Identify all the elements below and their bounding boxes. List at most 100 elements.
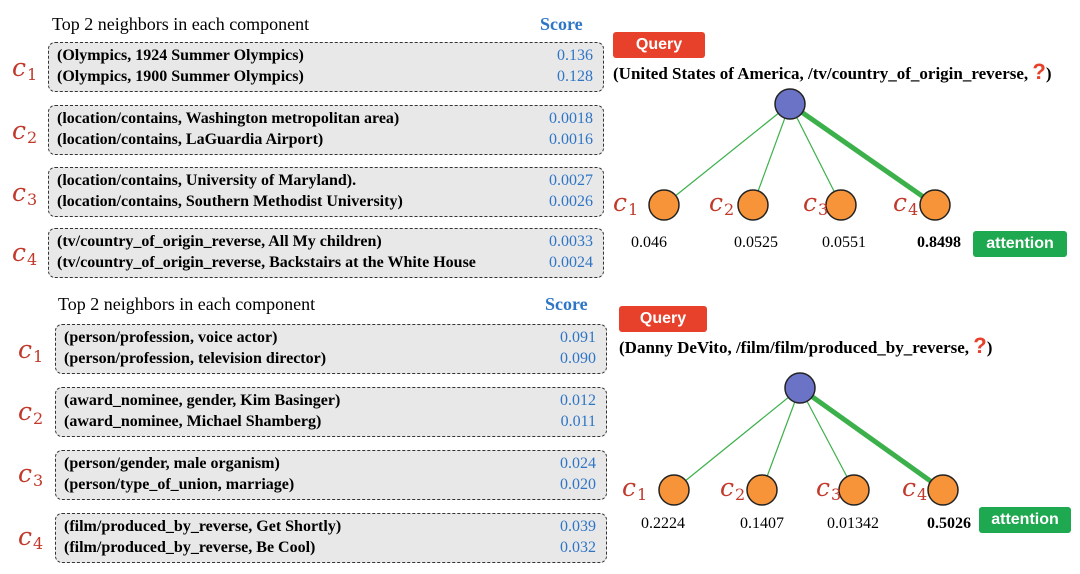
score-heading: Score [545, 294, 588, 314]
neighbor-text: (award_nominee, Michael Shamberg) [64, 413, 322, 430]
neighbor-score: 0.039 [560, 518, 596, 535]
component-box-c2: (location/contains, Washington metropoli… [48, 105, 604, 155]
attention-edge-c2 [761, 387, 801, 491]
component-node-c1 [648, 189, 680, 221]
attention-badge: attention [979, 507, 1071, 533]
neighbor-row: (location/contains, Washington metropoli… [57, 110, 593, 132]
component-label-c2: c2 [18, 397, 44, 428]
tree-label-c2: c2 [720, 473, 746, 504]
neighbor-score: 0.020 [560, 476, 596, 493]
query-badge: Query [613, 32, 705, 58]
attention-value-c3: 0.01342 [827, 515, 879, 532]
tree-label-c4: c4 [893, 188, 919, 219]
neighbor-score: 0.090 [560, 350, 596, 367]
tree-label-c4: c4 [902, 473, 928, 504]
attention-value-c2: 0.1407 [740, 515, 784, 532]
neighbor-score: 0.0026 [549, 193, 593, 210]
attention-value-c3: 0.0551 [822, 234, 866, 251]
component-box-c3: (location/contains, University of Maryla… [48, 167, 604, 217]
neighbor-text: (award_nominee, gender, Kim Basinger) [64, 392, 341, 409]
neighbor-score: 0.0027 [549, 172, 593, 189]
question-mark-icon: ? [1032, 59, 1046, 84]
neighbor-row: (award_nominee, gender, Kim Basinger) 0.0… [64, 392, 596, 414]
query-triple: (Danny DeVito, /film/film/produced_by_re… [619, 333, 993, 358]
attention-edge-c4 [788, 101, 937, 208]
neighbor-score: 0.128 [557, 68, 593, 85]
component-box-c3: (person/gender, male organism) 0.024 (per… [55, 450, 607, 500]
neighbor-text: (location/contains, University of Maryla… [57, 172, 357, 189]
neighbor-text: (tv/country_of_origin_reverse, Backstair… [57, 254, 476, 271]
attention-edge-c1 [663, 103, 791, 206]
neighbor-score: 0.0033 [549, 233, 593, 250]
tree-label-c3: c3 [816, 473, 842, 504]
neighbors-heading: Top 2 neighbors in each component [58, 294, 316, 314]
question-mark-icon: ? [973, 333, 987, 358]
component-node-c4 [919, 189, 951, 221]
neighbor-text: (Olympics, 1900 Summer Olympics) [57, 68, 304, 85]
panel-bottom: Top 2 neighbors in each component Score … [0, 287, 1080, 574]
panel-top: Top 2 neighbors in each component Score … [12, 14, 1067, 278]
neighbor-text: (person/gender, male organism) [64, 455, 280, 472]
neighbor-row: (award_nominee, Michael Shamberg) 0.011 [64, 413, 596, 435]
neighbor-row: (person/profession, television director)… [64, 350, 596, 372]
component-label-c3: c3 [12, 178, 38, 209]
neighbor-score: 0.136 [557, 47, 593, 64]
neighbor-text: (film/produced_by_reverse, Be Cool) [64, 539, 316, 556]
attention-value-c2: 0.0525 [734, 234, 778, 251]
component-node-c3 [838, 474, 870, 506]
neighbor-row: (film/produced_by_reverse, Be Cool) 0.032 [64, 539, 596, 561]
neighbor-row: (person/gender, male organism) 0.024 [64, 455, 596, 477]
neighbor-row: (tv/country_of_origin_reverse, Backstair… [57, 254, 593, 276]
neighbor-text: (Olympics, 1924 Summer Olympics) [57, 47, 304, 64]
neighbors-heading: Top 2 neighbors in each component [52, 14, 310, 34]
query-triple: (United States of America, /tv/country_o… [613, 59, 1052, 84]
neighbor-row: (person/type_of_union, marriage) 0.020 [64, 476, 596, 498]
component-node-c2 [746, 474, 778, 506]
component-box-c4: (film/produced_by_reverse, Get Shortly) 0… [55, 513, 607, 563]
neighbor-text: (person/type_of_union, marriage) [64, 476, 295, 493]
neighbor-text: (film/produced_by_reverse, Get Shortly) [64, 518, 342, 535]
tree-label-c3: c3 [803, 188, 829, 219]
neighbor-text: (tv/country_of_origin_reverse, All My ch… [57, 233, 382, 250]
neighbor-row: (film/produced_by_reverse, Get Shortly) 0… [64, 518, 596, 540]
neighbor-row: (Olympics, 1900 Summer Olympics) 0.128 [57, 68, 593, 90]
neighbor-row: (Olympics, 1924 Summer Olympics) 0.136 [57, 47, 593, 69]
component-box-c1: (Olympics, 1924 Summer Olympics) 0.136 (O… [48, 42, 604, 92]
neighbor-text: (location/contains, Washington metropoli… [57, 110, 400, 127]
tree-label-c2: c2 [709, 188, 735, 219]
component-label-c2: c2 [12, 116, 38, 147]
neighbor-score: 0.091 [560, 329, 596, 346]
attention-edge-c3 [799, 387, 855, 491]
neighbor-score: 0.0016 [549, 131, 593, 148]
component-node-c4 [927, 474, 959, 506]
component-label-c4: c4 [12, 238, 38, 269]
neighbor-row: (location/contains, University of Maryla… [57, 172, 593, 194]
component-box-c2: (award_nominee, gender, Kim Basinger) 0.0… [55, 387, 607, 437]
attention-value-c4: 0.8498 [917, 234, 961, 251]
neighbor-text: (location/contains, LaGuardia Airport) [57, 131, 324, 148]
component-node-c1 [658, 474, 690, 506]
neighbor-row: (tv/country_of_origin_reverse, All My ch… [57, 233, 593, 255]
neighbor-score: 0.0018 [549, 110, 593, 127]
attention-tree [648, 88, 951, 221]
neighbor-score: 0.012 [560, 392, 596, 409]
neighbor-row: (person/profession, voice actor) 0.091 [64, 329, 596, 351]
neighbor-score: 0.0024 [549, 254, 593, 271]
component-node-c2 [737, 189, 769, 221]
component-label-c3: c3 [18, 459, 44, 490]
attention-value-c4: 0.5026 [927, 515, 971, 532]
component-node-c3 [825, 189, 857, 221]
query-badge: Query [619, 306, 707, 332]
neighbor-row: (location/contains, LaGuardia Airport) 0.… [57, 131, 593, 153]
attention-value-c1: 0.046 [631, 234, 667, 251]
attention-tree [658, 372, 959, 506]
tree-label-c1: c1 [622, 473, 648, 504]
attention-edge-c1 [673, 387, 801, 491]
component-label-c1: c1 [18, 335, 44, 366]
query-root-node [784, 372, 816, 404]
component-box-c1: (person/profession, voice actor) 0.091 (p… [55, 324, 607, 374]
attention-edge-c3 [789, 103, 842, 206]
component-label-c4: c4 [18, 522, 44, 553]
neighbor-score: 0.011 [560, 413, 596, 430]
neighbor-text: (person/profession, television director) [64, 350, 327, 367]
